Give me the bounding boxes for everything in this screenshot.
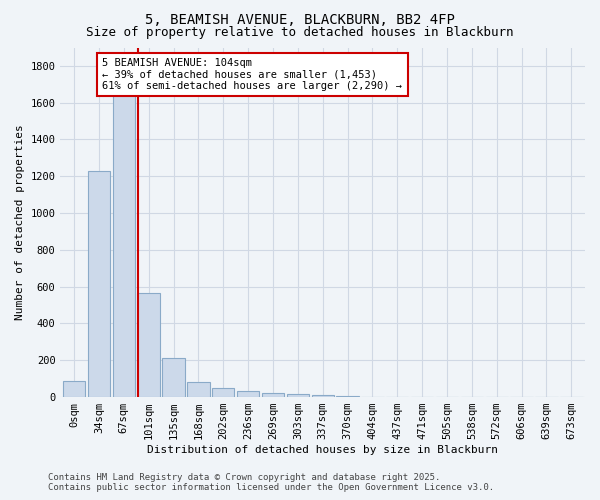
Text: 5 BEAMISH AVENUE: 104sqm
← 39% of detached houses are smaller (1,453)
61% of sem: 5 BEAMISH AVENUE: 104sqm ← 39% of detach… [103,58,403,91]
Y-axis label: Number of detached properties: Number of detached properties [15,124,25,320]
X-axis label: Distribution of detached houses by size in Blackburn: Distribution of detached houses by size … [147,445,498,455]
Bar [187,382,209,397]
Text: Contains HM Land Registry data © Crown copyright and database right 2025.
Contai: Contains HM Land Registry data © Crown c… [48,473,494,492]
Bar [262,394,284,397]
Text: 5, BEAMISH AVENUE, BLACKBURN, BB2 4FP: 5, BEAMISH AVENUE, BLACKBURN, BB2 4FP [145,12,455,26]
Bar [287,394,309,397]
Text: Size of property relative to detached houses in Blackburn: Size of property relative to detached ho… [86,26,514,39]
Bar [237,391,259,397]
Bar [212,388,235,397]
Bar [63,380,85,397]
Bar [361,396,383,397]
Bar [88,171,110,397]
Bar [163,358,185,397]
Bar [137,293,160,397]
Bar [311,395,334,397]
Bar [337,396,359,397]
Bar [113,84,135,397]
